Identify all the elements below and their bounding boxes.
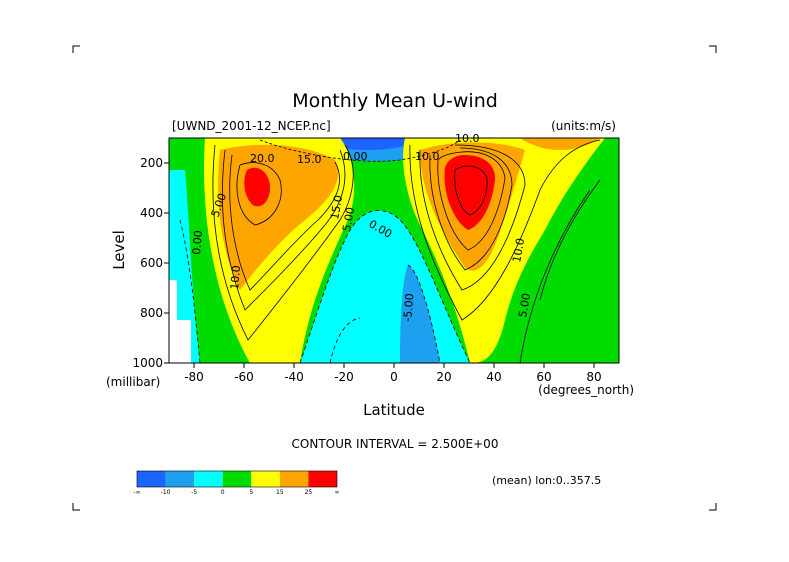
y-axis-title: Level xyxy=(110,230,128,270)
x-axis-title: Latitude xyxy=(363,401,425,419)
plot-area xyxy=(168,137,620,364)
x-tick-label: -80 xyxy=(184,370,204,384)
dataset-label: [UWND_2001-12_NCEP.nc] xyxy=(172,119,331,133)
tropical-easterly-core xyxy=(400,265,440,363)
colorbar-swatch xyxy=(194,471,223,487)
x-tick-label: 20 xyxy=(436,370,451,384)
northern-jet-red xyxy=(444,155,496,230)
x-axis-units: (degrees_north) xyxy=(538,383,634,397)
contour-lines xyxy=(179,139,601,363)
contour-label: 10.0 xyxy=(455,132,480,145)
chart-title: Monthly Mean U-wind xyxy=(292,90,498,112)
y-axis-units: (millibar) xyxy=(106,375,160,389)
colorbar-label: 25 xyxy=(305,489,313,496)
x-ticks xyxy=(193,363,595,368)
missing-data-patch xyxy=(169,280,177,320)
y-tick-labels: 200 400 600 800 1000 xyxy=(132,156,163,370)
y-ticks xyxy=(164,162,169,364)
colorbar-swatch xyxy=(165,471,195,487)
x-tick-label: 0 xyxy=(390,370,398,384)
averaging-text: (mean) lon:0..357.5 xyxy=(492,474,601,487)
contour-label: 5.00 xyxy=(340,206,357,232)
colorbar-label: 15 xyxy=(276,489,284,496)
y-axis: 200 400 600 800 1000 Level (millibar) xyxy=(106,156,169,389)
colorbar-swatch xyxy=(308,471,337,487)
x-tick-label: -20 xyxy=(334,370,354,384)
colorbar-frame xyxy=(136,470,338,488)
contour-label: 0.00 xyxy=(190,230,205,256)
colorbar-boxes xyxy=(136,470,338,488)
contour-label: 10.0 xyxy=(228,265,243,291)
southern-jet-red xyxy=(244,167,271,207)
colorbar-labels: -∞ -10 -5 0 5 15 25 ∞ xyxy=(133,489,339,496)
crop-marks xyxy=(72,45,717,511)
y-tick-label: 400 xyxy=(140,206,163,220)
colorbar-swatch xyxy=(222,471,252,487)
colorbar-label: 0 xyxy=(221,489,225,496)
y-tick-label: 1000 xyxy=(132,356,163,370)
colorbar-label: -10 xyxy=(161,489,171,496)
y-tick-label: 200 xyxy=(140,156,163,170)
contour-label: 15.0 xyxy=(297,153,322,166)
units-label: (units:m/s) xyxy=(551,119,616,133)
y-tick-label: 800 xyxy=(140,306,163,320)
x-tick-label: 40 xyxy=(486,370,501,384)
contour-label: 10.0 xyxy=(415,150,440,163)
contour-interval-text: CONTOUR INTERVAL = 2.500E+00 xyxy=(292,437,499,451)
colorbar-swatch xyxy=(251,471,280,487)
x-tick-label: 60 xyxy=(536,370,551,384)
missing-data-patch-2 xyxy=(169,320,191,363)
colorbar: -∞ -10 -5 0 5 15 25 ∞ xyxy=(133,470,340,496)
x-tick-label: 80 xyxy=(586,370,601,384)
y-tick-label: 600 xyxy=(140,256,163,270)
contour-label: 15.0 xyxy=(328,194,345,220)
contour-label: 0.00 xyxy=(343,150,368,163)
colorbar-label: ∞ xyxy=(335,489,340,496)
colorbar-swatch xyxy=(279,471,309,487)
colorbar-swatch xyxy=(137,471,166,487)
contour-label: 5.00 xyxy=(516,292,533,318)
contour-label: 20.0 xyxy=(250,152,275,165)
x-tick-label: -40 xyxy=(284,370,304,384)
colorbar-label: 5 xyxy=(249,489,253,496)
x-tick-label: -60 xyxy=(234,370,254,384)
colorbar-label: -∞ xyxy=(133,489,140,496)
contour-label-group: 20.0 15.0 10.0 10.0 10.0 5.00 5.00 5.00 … xyxy=(190,132,533,322)
colorbar-label: -5 xyxy=(191,489,197,496)
x-tick-labels: -80 -60 -40 -20 0 20 40 60 80 xyxy=(184,370,601,384)
contour-label: 10.0 xyxy=(510,237,527,263)
x-axis: -80 -60 -40 -20 0 20 40 60 80 Latitude (degrees_… xyxy=(184,363,634,419)
contour-label: -5.00 xyxy=(401,293,416,322)
